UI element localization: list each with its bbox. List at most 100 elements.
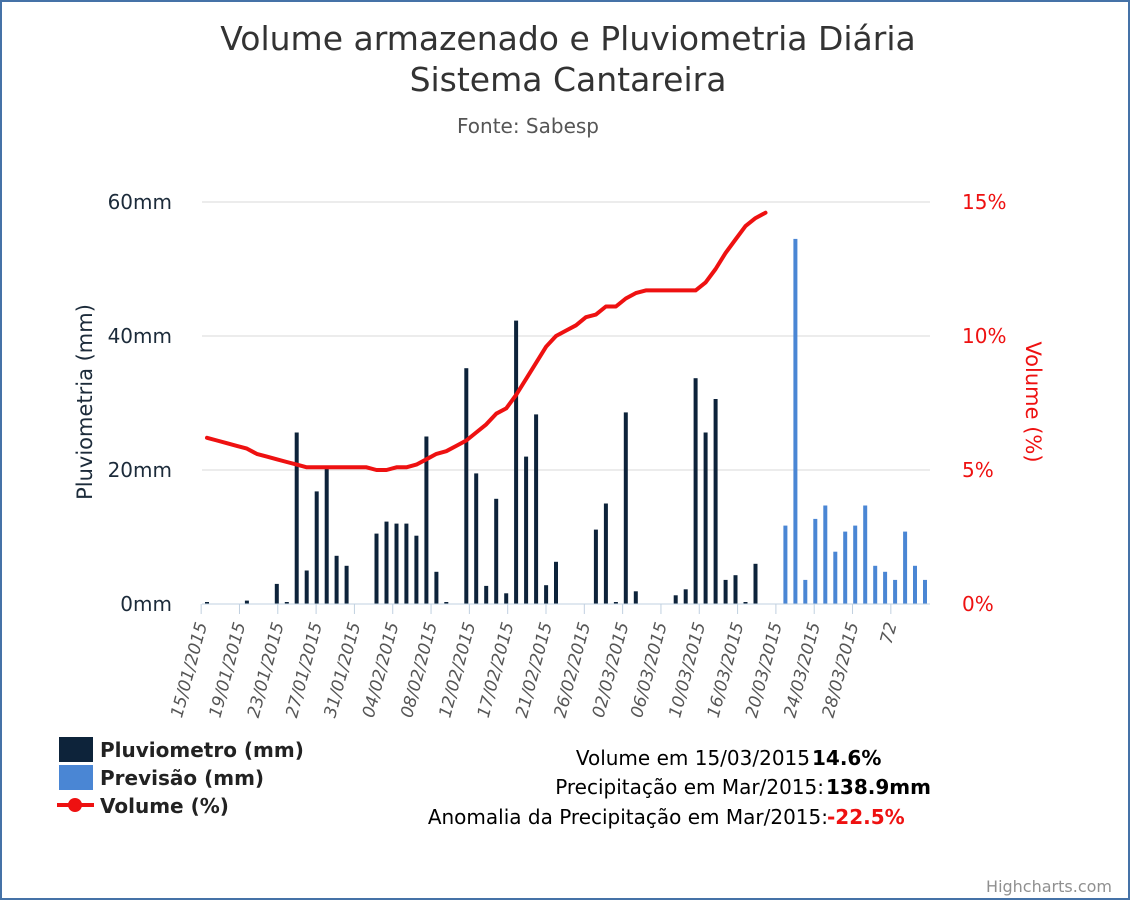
bar-pluviometro xyxy=(514,320,519,604)
bar-pluviometro xyxy=(524,456,529,604)
bar-pluviometro xyxy=(593,529,598,604)
bar-pluviometro xyxy=(693,378,698,604)
y-left-tick-label: 40mm xyxy=(108,324,172,348)
x-tick-label: 04/02/2015 xyxy=(359,620,404,720)
bar-pluviometro xyxy=(464,368,469,604)
credits-link[interactable]: Highcharts.com xyxy=(986,877,1112,896)
bar-pluviometro xyxy=(603,503,608,604)
bar-pluviometro xyxy=(633,591,638,604)
y-left-tick-label: 20mm xyxy=(108,458,172,482)
bar-pluviometro xyxy=(274,583,279,604)
legend: Pluviometro (mm) Previsão (mm) Volume (%… xyxy=(57,737,304,818)
bar-pluviometro xyxy=(703,432,708,604)
bar-pluviometro xyxy=(205,602,209,604)
bar-pluviometro xyxy=(504,593,509,604)
info-anomaly-label: Anomalia da Precipitação em Mar/2015: xyxy=(428,805,828,829)
bar-pluviometro xyxy=(723,579,728,604)
x-tick-label: 24/03/2015 xyxy=(780,620,825,720)
bar-pluviometro xyxy=(244,600,249,604)
bar-previsao xyxy=(793,238,798,604)
x-tick-label: 72 xyxy=(877,620,902,646)
bar-pluviometro xyxy=(334,555,339,604)
bar-pluviometro xyxy=(544,585,549,604)
y-left-tick-label: 0mm xyxy=(120,592,172,616)
y-axis-left-ticks: 0mm 20mm 40mm 60mm xyxy=(108,190,172,616)
volume-line-series xyxy=(205,210,768,472)
legend-symbol-previsao xyxy=(59,765,93,790)
y-right-tick-label: 15% xyxy=(962,190,1006,214)
x-axis-ticks: 15/01/201519/01/201523/01/201527/01/2015… xyxy=(167,604,902,720)
info-volume-label: Volume em 15/03/2015 xyxy=(576,746,810,770)
info-volume-value: 14.6% xyxy=(812,746,881,770)
y-left-tick-label: 60mm xyxy=(108,190,172,214)
legend-item-volume[interactable]: Volume (%) xyxy=(57,794,229,818)
bar-pluviometro xyxy=(404,523,409,604)
bar-previsao xyxy=(853,525,858,604)
x-tick-label: 27/01/2015 xyxy=(282,620,327,720)
y-right-tick-label: 0% xyxy=(962,592,994,616)
bar-previsao xyxy=(833,551,838,604)
chart-title-line2: Sistema Cantareira xyxy=(410,60,727,99)
bar-pluviometro xyxy=(733,575,738,604)
bar-pluviometro xyxy=(743,602,748,604)
info-anomaly-value: -22.5% xyxy=(827,805,905,829)
x-tick-label: 15/01/2015 xyxy=(167,620,212,720)
bar-pluviometro xyxy=(284,602,289,604)
x-tick-label: 21/02/2015 xyxy=(512,620,557,720)
x-tick-label: 10/03/2015 xyxy=(665,620,710,720)
bar-pluviometro xyxy=(673,595,678,604)
x-tick-label: 31/01/2015 xyxy=(321,620,366,720)
bar-previsao xyxy=(803,579,808,604)
bar-previsao xyxy=(843,531,848,604)
bar-pluviometro xyxy=(374,533,379,604)
y-axis-right-ticks: 0% 5% 10% 15% xyxy=(962,190,1006,616)
bar-pluviometro xyxy=(394,523,399,604)
x-tick-label: 08/02/2015 xyxy=(397,620,442,720)
legend-item-pluviometro[interactable]: Pluviometro (mm) xyxy=(59,737,304,762)
bar-previsao xyxy=(863,505,868,604)
y-axis-right-label: Volume (%) xyxy=(1021,341,1045,462)
bar-previsao xyxy=(813,518,818,604)
legend-symbol-volume-marker xyxy=(68,798,82,812)
bar-pluviometro xyxy=(683,589,688,604)
bar-pluviometro xyxy=(344,565,349,604)
grid-lines xyxy=(202,201,930,471)
x-tick-label: 02/03/2015 xyxy=(589,620,634,720)
x-tick-label: 20/03/2015 xyxy=(742,620,787,720)
bar-previsao xyxy=(923,579,927,604)
bar-pluviometro xyxy=(494,498,499,604)
legend-item-previsao[interactable]: Previsão (mm) xyxy=(59,765,264,790)
x-tick-label: 19/01/2015 xyxy=(206,620,251,720)
bar-pluviometro xyxy=(554,561,558,604)
bar-previsao xyxy=(823,505,828,604)
chart-title: Volume armazenado e Pluviometria Diária xyxy=(220,19,915,58)
bar-series xyxy=(205,238,927,604)
bar-pluviometro xyxy=(474,473,479,604)
bar-pluviometro xyxy=(713,399,718,604)
volume-line xyxy=(205,210,768,472)
bar-pluviometro xyxy=(753,563,758,604)
bar-previsao xyxy=(873,565,878,604)
bar-previsao xyxy=(893,579,898,604)
info-precip-label: Precipitação em Mar/2015: xyxy=(555,775,824,799)
bar-pluviometro xyxy=(623,412,628,604)
x-tick-label: 12/02/2015 xyxy=(436,620,481,720)
legend-label-pluviometro: Pluviometro (mm) xyxy=(100,738,304,762)
legend-label-previsao: Previsão (mm) xyxy=(100,766,264,790)
bar-pluviometro xyxy=(484,585,489,604)
x-tick-label: 06/03/2015 xyxy=(627,620,672,720)
x-tick-label: 23/01/2015 xyxy=(244,620,289,720)
chart-subtitle: Fonte: Sabesp xyxy=(457,114,599,138)
x-tick-label: 26/02/2015 xyxy=(550,620,595,720)
legend-label-volume: Volume (%) xyxy=(100,794,229,818)
bar-pluviometro xyxy=(424,436,429,604)
bar-pluviometro xyxy=(444,602,449,604)
legend-symbol-pluviometro xyxy=(59,737,93,762)
bar-previsao xyxy=(883,571,888,604)
bar-pluviometro xyxy=(384,521,389,604)
bar-pluviometro xyxy=(613,602,618,604)
bar-pluviometro xyxy=(304,570,309,604)
bar-pluviometro xyxy=(294,432,299,604)
